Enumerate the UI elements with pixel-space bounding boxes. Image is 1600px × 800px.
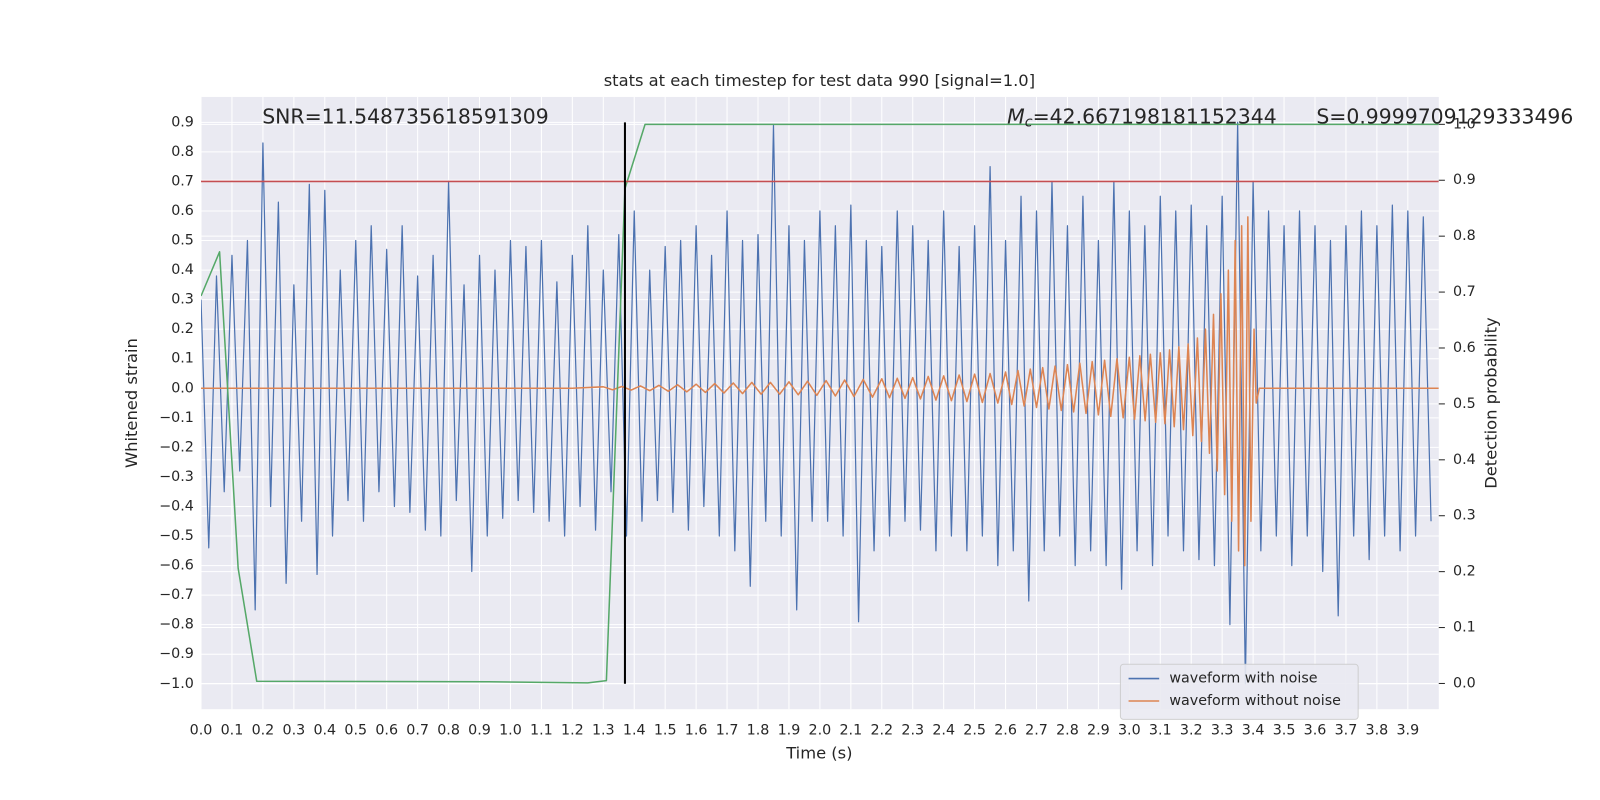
x-tick-label: 0.8 xyxy=(437,723,460,739)
y-tick-label: 0.1 xyxy=(171,351,194,367)
x-tick-label: 1.3 xyxy=(592,723,615,739)
series-line xyxy=(201,216,1439,567)
y-tick-label: −0.9 xyxy=(159,646,194,662)
y-tick-label: −0.2 xyxy=(159,439,194,455)
y2-tick-label: 0.0 xyxy=(1453,675,1476,691)
y2-tick-label: 0.5 xyxy=(1453,396,1476,412)
x-tick-label: 2.5 xyxy=(963,723,986,739)
x-tick-label: 1.7 xyxy=(716,723,739,739)
x-tick-label: 3.2 xyxy=(1180,723,1203,739)
x-tick-label: 2.3 xyxy=(901,723,924,739)
x-tick-label: 2.1 xyxy=(839,723,862,739)
legend: waveform with noise waveform without nois… xyxy=(1119,663,1359,720)
y2-tick-label: 1.0 xyxy=(1453,116,1476,132)
y-tick-label: −0.6 xyxy=(159,558,194,574)
annotation: S=0.9999709129333496 xyxy=(1316,104,1573,128)
y2-tick-label: 0.4 xyxy=(1453,452,1476,468)
y2-tick-label: 0.7 xyxy=(1453,284,1476,300)
y-tick-label: 0.5 xyxy=(171,233,194,249)
y-axis-label: Whitened strain xyxy=(122,338,141,468)
x-tick-label: 0.4 xyxy=(313,723,336,739)
y2-tick-label: 0.3 xyxy=(1453,508,1476,524)
x-tick-label: 0.2 xyxy=(252,723,275,739)
x-tick-label: 2.6 xyxy=(994,723,1017,739)
y-tick-label: −0.5 xyxy=(159,528,194,544)
annotation-text: =42.667198181152344 xyxy=(1033,104,1277,128)
y-tick-label: −0.3 xyxy=(159,469,194,485)
marks xyxy=(201,121,1439,685)
annotation-symbol: M xyxy=(1007,104,1025,128)
y-tick-label: 0.9 xyxy=(171,114,194,130)
x-tick-label: 3.9 xyxy=(1396,723,1419,739)
x-tick-label: 2.9 xyxy=(1087,723,1110,739)
chart-title: stats at each timestep for test data 990… xyxy=(604,71,1035,90)
x-tick-label: 0.3 xyxy=(283,723,306,739)
x-tick-label: 1.0 xyxy=(499,723,522,739)
y-tick-label: 0.4 xyxy=(171,262,194,278)
legend-box xyxy=(1119,663,1359,720)
x-tick-label: 2.7 xyxy=(1025,723,1048,739)
x-tick-label: 3.1 xyxy=(1149,723,1172,739)
x-tick-label: 3.7 xyxy=(1335,723,1358,739)
x-tick-label: 3.3 xyxy=(1211,723,1234,739)
y2-tick-label: 0.1 xyxy=(1453,620,1476,636)
x-tick-label: 2.4 xyxy=(932,723,955,739)
y-tick-label: 0.0 xyxy=(171,380,194,396)
x-axis-label: Time (s) xyxy=(785,744,852,763)
y-tick-label: −1.0 xyxy=(159,676,194,692)
annotation: Mc=42.667198181152344 xyxy=(1007,104,1277,130)
y-tick-label: −0.1 xyxy=(159,410,194,426)
x-tick-label: 0.0 xyxy=(190,723,213,739)
x-tick-label: 1.2 xyxy=(561,723,584,739)
y-tick-label: 0.6 xyxy=(171,203,194,219)
labels: 0.0 0.1 0.2 0.3 0.4 0.5 0.6 0.7 0.8 0.9 1.0 1.1 1.2 1… xyxy=(159,114,1476,738)
x-tick-label: 1.1 xyxy=(530,723,553,739)
x-tick-label: 0.7 xyxy=(406,723,429,739)
x-tick-label: 0.6 xyxy=(375,723,398,739)
x-tick-label: 3.5 xyxy=(1273,723,1296,739)
y2-tick-label: 0.8 xyxy=(1453,228,1476,244)
y2-axis-label: Detection probability xyxy=(1481,317,1500,489)
x-tick-label: 2.2 xyxy=(870,723,893,739)
x-tick-label: 0.9 xyxy=(468,723,491,739)
x-tick-label: 3.0 xyxy=(1118,723,1141,739)
y2-tick-label: 0.9 xyxy=(1453,172,1476,188)
y-tick-label: −0.8 xyxy=(159,617,194,633)
legend-label: waveform without noise xyxy=(1169,693,1341,709)
y-tick-label: −0.4 xyxy=(159,498,194,514)
y-tick-label: −0.7 xyxy=(159,587,194,603)
x-tick-label: 1.8 xyxy=(747,723,770,739)
x-tick-label: 0.1 xyxy=(221,723,244,739)
y2-tick-label: 0.2 xyxy=(1453,564,1476,580)
x-tick-label: 2.8 xyxy=(1056,723,1079,739)
x-tick-label: 1.6 xyxy=(685,723,708,739)
y-tick-label: 0.7 xyxy=(171,173,194,189)
legend-label: waveform with noise xyxy=(1169,671,1317,687)
y-tick-label: 0.3 xyxy=(171,292,194,308)
x-tick-label: 0.5 xyxy=(344,723,367,739)
x-tick-label: 3.6 xyxy=(1304,723,1327,739)
annotation: SNR=11.548735618591309 xyxy=(262,104,548,128)
x-tick-label: 1.5 xyxy=(654,723,677,739)
x-tick-label: 2.0 xyxy=(809,723,832,739)
x-tick-label: 3.4 xyxy=(1242,723,1265,739)
y-tick-label: 0.8 xyxy=(171,144,194,160)
x-tick-label: 1.4 xyxy=(623,723,646,739)
x-tick-label: 1.9 xyxy=(778,723,801,739)
annotation-subscript: c xyxy=(1025,114,1033,130)
y2-tick-label: 0.6 xyxy=(1453,340,1476,356)
x-tick-label: 3.8 xyxy=(1366,723,1389,739)
y-tick-label: 0.2 xyxy=(171,321,194,337)
series-line xyxy=(201,123,1439,684)
